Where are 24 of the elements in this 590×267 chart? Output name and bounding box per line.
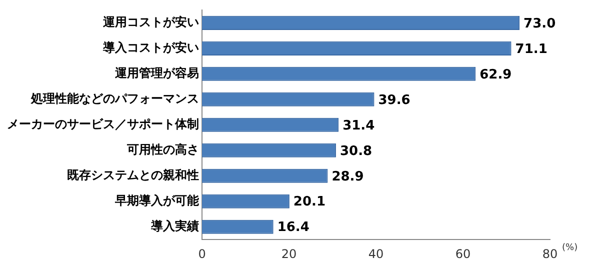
data-label: 62.9 [480, 67, 512, 82]
y-tick-label: メーカーのサービス／サポート体制 [7, 117, 199, 132]
x-tick-label: 40 [368, 246, 384, 261]
data-label: 30.8 [340, 144, 372, 159]
data-label: 71.1 [515, 42, 548, 57]
data-label: 16.4 [277, 220, 310, 236]
x-axis-title: (%) [562, 242, 578, 253]
data-label: 20.1 [293, 194, 326, 210]
x-tick-label: 0 [198, 246, 206, 261]
data-label: 39.6 [378, 92, 410, 108]
data-label: 31.4 [342, 118, 375, 134]
x-tick-label: 80 [542, 246, 558, 261]
y-tick-label: 処理性能などのパフォーマンス [30, 92, 199, 106]
y-tick-label: 可用性の高さ [126, 142, 199, 157]
y-tick-label: 運用管理が容易 [114, 66, 199, 80]
y-tick-label: 運用コストが安い [102, 15, 199, 30]
y-tick-label: 導入実績 [150, 218, 199, 233]
data-label: 28.9 [332, 169, 364, 184]
y-tick-label: 既存システムとの親和性 [67, 168, 199, 182]
x-tick-label: 60 [455, 246, 471, 261]
y-tick-label: 導入コストが安い [102, 40, 199, 55]
y-tick-label: 早期導入が可能 [114, 193, 200, 208]
x-tick-label: 20 [281, 246, 297, 261]
data-label: 73.0 [524, 16, 556, 32]
